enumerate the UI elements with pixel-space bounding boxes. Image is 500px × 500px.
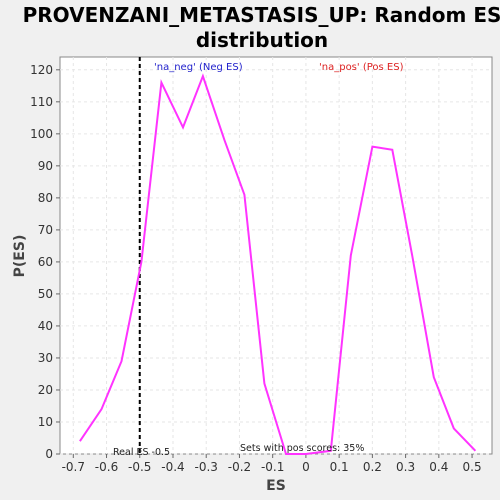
- x-tick-label: -0.4: [161, 460, 184, 474]
- y-tick-label: 50: [38, 287, 53, 301]
- x-tick-label: -0.5: [128, 460, 151, 474]
- y-ticks: 0 10 20 30 40 50 60 70 80 90 100 110 120: [30, 63, 60, 461]
- y-tick-label: 60: [38, 255, 53, 269]
- x-tick-label: -0.7: [62, 460, 85, 474]
- y-tick-label: 30: [38, 351, 53, 365]
- x-axis-label: ES: [266, 478, 286, 494]
- x-tick-label: -0.2: [228, 460, 251, 474]
- y-tick-label: 90: [38, 159, 53, 173]
- y-tick-label: 80: [38, 191, 53, 205]
- y-axis-label: P(ES): [12, 235, 28, 278]
- neg-es-label: 'na_neg' (Neg ES): [154, 62, 243, 73]
- y-tick-label: 70: [38, 223, 53, 237]
- y-tick-label: 40: [38, 319, 53, 333]
- pos-scores-label: Sets with pos scores: 35%: [240, 443, 364, 454]
- x-tick-label: 0: [302, 460, 310, 474]
- pos-es-label: 'na_pos' (Pos ES): [319, 62, 404, 73]
- x-tick-label: -0.6: [95, 460, 118, 474]
- chart-title-line1: PROVENZANI_METASTASIS_UP: Random ES: [23, 3, 500, 27]
- chart-title-line2: distribution: [196, 28, 328, 52]
- x-tick-label: 0.4: [429, 460, 448, 474]
- x-tick-label: 0.3: [396, 460, 415, 474]
- x-ticks: -0.7 -0.6 -0.5 -0.4 -0.3 -0.2 -0.1 0 0.1 0.2 0.3 0.…: [62, 454, 482, 474]
- y-tick-label: 100: [30, 127, 53, 141]
- es-distribution-line: [79, 73, 477, 455]
- y-tick-label: 120: [30, 63, 53, 77]
- real-es-label: Real ES -0.5: [113, 447, 170, 458]
- x-tick-label: 0.1: [330, 460, 349, 474]
- grid: [60, 57, 492, 455]
- x-tick-label: 0.2: [363, 460, 382, 474]
- x-tick-label: -0.1: [261, 460, 284, 474]
- plot-area: [59, 56, 493, 455]
- y-tick-label: 20: [38, 383, 53, 397]
- x-tick-label: -0.3: [195, 460, 218, 474]
- x-tick-label: 0.5: [463, 460, 482, 474]
- y-tick-label: 110: [30, 95, 53, 109]
- y-tick-label: 10: [38, 415, 53, 429]
- y-tick-label: 0: [45, 447, 53, 461]
